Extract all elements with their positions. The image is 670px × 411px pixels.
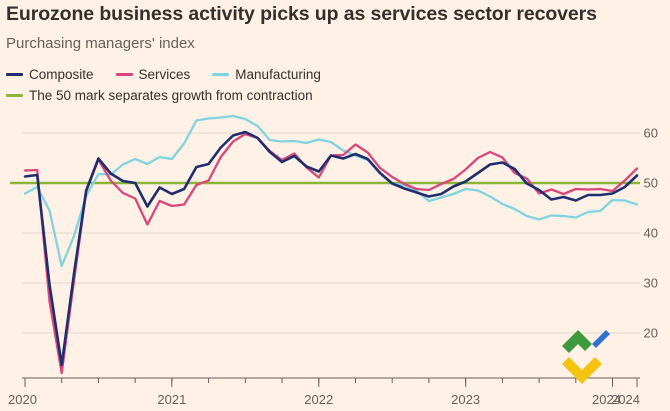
series-group [23,114,639,375]
y-tick-label-50: 50 [644,176,658,191]
legend-item-services: Services [115,67,191,82]
legend-label-services: Services [138,67,191,82]
x-tick-label-5: 2024 [611,392,640,407]
logo-yellow-chevron [562,357,602,384]
legend-swatch-composite [6,73,23,76]
y-tick-label-20: 20 [644,326,658,341]
x-tick-label-1: 2021 [157,392,186,407]
chart-subtitle: Purchasing managers' index [6,35,195,52]
legend-row-reference: The 50 mark separates growth from contra… [6,85,343,106]
legend-label-manufacturing: Manufacturing [235,67,321,82]
legend-row-series: Composite Services Manufacturing [6,64,343,85]
logo-blue-chevron [592,330,610,348]
legend-item-reference: The 50 mark separates growth from contra… [6,88,313,103]
series-line-composite [23,130,639,367]
watermark-logo [562,330,610,384]
chart-title: Eurozone business activity picks up as s… [6,3,597,25]
legend-swatch-manufacturing [212,73,230,76]
legend-item-manufacturing: Manufacturing [212,67,321,82]
series-line-manufacturing [23,114,639,268]
legend-swatch-services [115,73,133,76]
y-tick-label-30: 30 [644,276,658,291]
x-tick-label-2: 2022 [304,392,333,407]
y-tick-label-40: 40 [644,226,658,241]
legend-item-composite: Composite [6,67,94,82]
legend-swatch-reference [6,94,23,97]
legend: Composite Services Manufacturing The 50 … [6,64,343,106]
x-tick-label-0: 2020 [8,392,37,407]
legend-label-reference: The 50 mark separates growth from contra… [29,88,313,103]
y-tick-label-60: 60 [644,126,658,141]
x-tick-label-3: 2023 [451,392,480,407]
legend-label-composite: Composite [29,67,94,82]
x-tick-label-4: 2024 [592,392,621,407]
logo-green-chevron [562,330,592,353]
